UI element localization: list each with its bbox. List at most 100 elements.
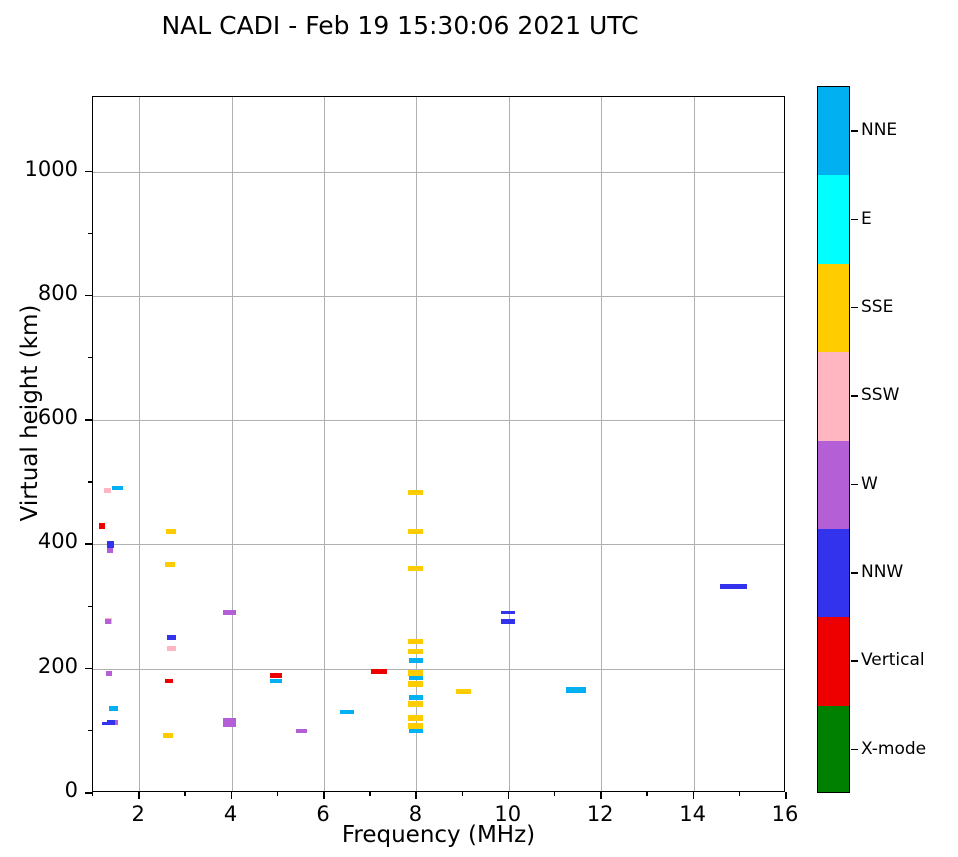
x-axis-minor-tick bbox=[738, 792, 741, 796]
data-point-sse bbox=[408, 639, 424, 645]
data-point-nne bbox=[408, 694, 423, 700]
gridline-horizontal bbox=[93, 420, 784, 422]
colorbar-band-nne bbox=[818, 87, 849, 176]
gridline-horizontal bbox=[93, 171, 784, 173]
gridline-vertical bbox=[693, 97, 695, 791]
x-axis-tick-label: 10 bbox=[494, 802, 522, 826]
data-point-sse bbox=[408, 489, 424, 495]
gridline-vertical bbox=[139, 97, 141, 791]
x-axis-tick bbox=[415, 792, 417, 799]
y-axis-tick-label: 0 bbox=[64, 778, 78, 802]
data-point-w bbox=[223, 717, 237, 727]
x-axis-tick-label: 2 bbox=[131, 802, 145, 826]
x-axis-tick-label: 12 bbox=[586, 802, 614, 826]
colorbar-tick bbox=[851, 306, 858, 309]
data-point-sse bbox=[408, 701, 424, 708]
data-point-w bbox=[106, 671, 113, 677]
data-point-ssw bbox=[104, 488, 112, 494]
y-axis-minor-tick bbox=[88, 232, 92, 235]
colorbar-label-ssw: SSW bbox=[861, 385, 900, 406]
data-point-nne bbox=[111, 485, 123, 490]
data-point-sse bbox=[456, 689, 472, 695]
data-point-sse bbox=[408, 670, 424, 677]
y-axis-tick-label: 400 bbox=[37, 529, 78, 554]
x-axis-tick-label: 6 bbox=[316, 802, 330, 826]
colorbar-tick bbox=[851, 572, 858, 574]
chart-title: NAL CADI - Feb 19 15:30:06 2021 UTC bbox=[161, 11, 639, 40]
data-point-sse bbox=[408, 715, 424, 722]
gridline-horizontal bbox=[93, 295, 784, 297]
data-point-nne bbox=[565, 687, 586, 694]
y-axis-tick bbox=[85, 667, 92, 670]
data-point-vertical bbox=[164, 678, 173, 683]
data-point-sse bbox=[408, 681, 424, 688]
colorbar-tick bbox=[851, 483, 858, 486]
data-point-nne bbox=[408, 674, 423, 680]
data-point-ssw bbox=[166, 645, 176, 651]
x-axis-minor-tick bbox=[184, 792, 186, 796]
x-axis-minor-tick bbox=[461, 792, 463, 796]
colorbar-band-w bbox=[818, 440, 849, 529]
data-point-nnw bbox=[167, 635, 177, 641]
gridline-vertical bbox=[508, 97, 510, 791]
gridline-horizontal bbox=[93, 544, 784, 546]
y-axis-tick-label: 200 bbox=[37, 653, 78, 678]
x-axis-minor-tick bbox=[646, 792, 648, 796]
x-axis-tick bbox=[230, 792, 233, 799]
data-point-w bbox=[106, 548, 113, 554]
y-axis-tick-label: 800 bbox=[37, 280, 78, 305]
colorbar-tick bbox=[851, 660, 858, 662]
gridline-vertical bbox=[601, 97, 603, 791]
colorbar-tick bbox=[851, 748, 858, 751]
data-point-nne bbox=[270, 678, 283, 683]
colorbar-tick bbox=[851, 395, 858, 397]
data-point-sse bbox=[408, 565, 424, 571]
y-axis-minor-tick bbox=[88, 605, 92, 607]
data-point-sse bbox=[408, 649, 424, 655]
data-point-nnw bbox=[500, 611, 515, 615]
x-axis-tick-label: 16 bbox=[771, 802, 799, 826]
y-axis-tick bbox=[85, 294, 92, 297]
colorbar-band-nnw bbox=[818, 528, 849, 618]
colorbar-label-nne: NNE bbox=[861, 120, 898, 141]
data-point-nne bbox=[408, 658, 423, 664]
data-point-sse bbox=[408, 722, 424, 729]
gridline-horizontal bbox=[93, 668, 784, 670]
y-axis-tick-label: 600 bbox=[37, 405, 78, 430]
colorbar-tick bbox=[851, 130, 858, 132]
x-axis-tick bbox=[600, 792, 602, 799]
x-axis-tick bbox=[323, 792, 325, 799]
y-axis-tick bbox=[85, 419, 92, 421]
y-axis-minor-tick bbox=[88, 729, 92, 732]
data-point-nne bbox=[109, 705, 119, 711]
data-point-nne bbox=[408, 728, 423, 734]
y-axis-label: Virtual height (km) bbox=[17, 304, 43, 522]
colorbar-band-vertical bbox=[818, 617, 849, 706]
y-axis-tick-label: 1000 bbox=[24, 156, 78, 181]
colorbar-band-ssw bbox=[818, 352, 849, 441]
x-axis-tick-label: 14 bbox=[679, 802, 706, 826]
colorbar-label-e: E bbox=[861, 208, 872, 229]
x-axis-tick bbox=[138, 792, 140, 799]
data-point-sse bbox=[164, 562, 175, 568]
colorbar-band-e bbox=[818, 175, 849, 264]
y-axis-minor-tick bbox=[88, 357, 92, 359]
gridline-vertical bbox=[416, 97, 418, 791]
x-axis-tick-label: 8 bbox=[408, 802, 423, 826]
colorbar-tick bbox=[851, 218, 858, 221]
x-axis-minor-tick bbox=[276, 792, 279, 796]
x-axis-tick-label: 4 bbox=[223, 802, 238, 826]
data-point-sse bbox=[408, 528, 424, 534]
y-axis-minor-tick bbox=[88, 481, 92, 483]
data-point-vertical bbox=[270, 673, 283, 679]
colorbar-label-nnw: NNW bbox=[861, 562, 904, 583]
y-axis-tick bbox=[85, 170, 92, 173]
x-axis-label: Frequency (MHz) bbox=[341, 822, 536, 848]
gridline-vertical bbox=[231, 97, 233, 791]
data-point-vertical bbox=[98, 522, 105, 529]
colorbar-band-sse bbox=[818, 263, 849, 353]
data-point-w bbox=[223, 610, 237, 616]
plot-area bbox=[92, 96, 785, 792]
colorbar-label-x-mode: X-mode bbox=[861, 738, 927, 759]
